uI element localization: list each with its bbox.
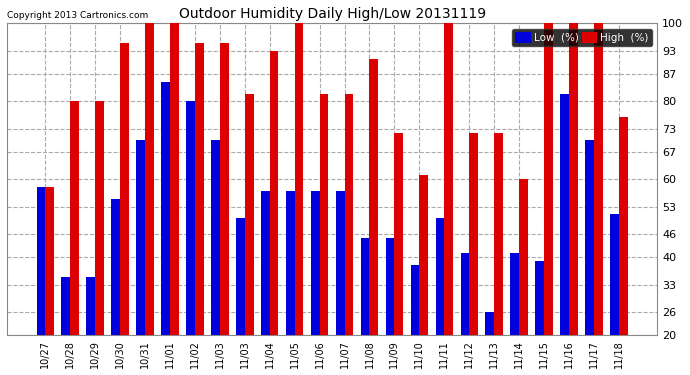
Bar	[270, 51, 279, 335]
Bar	[261, 191, 270, 335]
Bar	[336, 191, 344, 335]
Bar	[519, 179, 528, 335]
Bar	[469, 133, 478, 335]
Bar	[95, 101, 104, 335]
Bar	[195, 43, 204, 335]
Bar	[311, 191, 319, 335]
Bar	[594, 24, 602, 335]
Bar	[46, 187, 54, 335]
Bar	[286, 191, 295, 335]
Bar	[37, 187, 46, 335]
Bar	[295, 24, 304, 335]
Bar	[120, 43, 129, 335]
Bar	[220, 43, 228, 335]
Bar	[70, 101, 79, 335]
Bar	[535, 261, 544, 335]
Bar	[344, 94, 353, 335]
Bar	[386, 238, 395, 335]
Bar	[560, 94, 569, 335]
Bar	[494, 133, 503, 335]
Bar	[511, 254, 519, 335]
Bar	[420, 176, 428, 335]
Bar	[161, 82, 170, 335]
Bar	[619, 117, 628, 335]
Bar	[186, 101, 195, 335]
Bar	[170, 24, 179, 335]
Bar	[486, 312, 494, 335]
Bar	[585, 140, 594, 335]
Bar	[411, 265, 420, 335]
Bar	[136, 140, 145, 335]
Legend: Low  (%), High  (%): Low (%), High (%)	[512, 29, 652, 46]
Bar	[245, 94, 253, 335]
Bar	[61, 277, 70, 335]
Bar	[236, 218, 245, 335]
Bar	[569, 24, 578, 335]
Bar	[460, 254, 469, 335]
Bar	[111, 199, 120, 335]
Bar	[361, 238, 369, 335]
Bar	[145, 24, 154, 335]
Bar	[369, 58, 378, 335]
Bar	[319, 94, 328, 335]
Bar	[544, 24, 553, 335]
Bar	[86, 277, 95, 335]
Bar	[610, 214, 619, 335]
Bar	[444, 24, 453, 335]
Bar	[211, 140, 220, 335]
Title: Outdoor Humidity Daily High/Low 20131119: Outdoor Humidity Daily High/Low 20131119	[179, 7, 486, 21]
Bar	[435, 218, 444, 335]
Bar	[395, 133, 403, 335]
Text: Copyright 2013 Cartronics.com: Copyright 2013 Cartronics.com	[7, 11, 148, 20]
